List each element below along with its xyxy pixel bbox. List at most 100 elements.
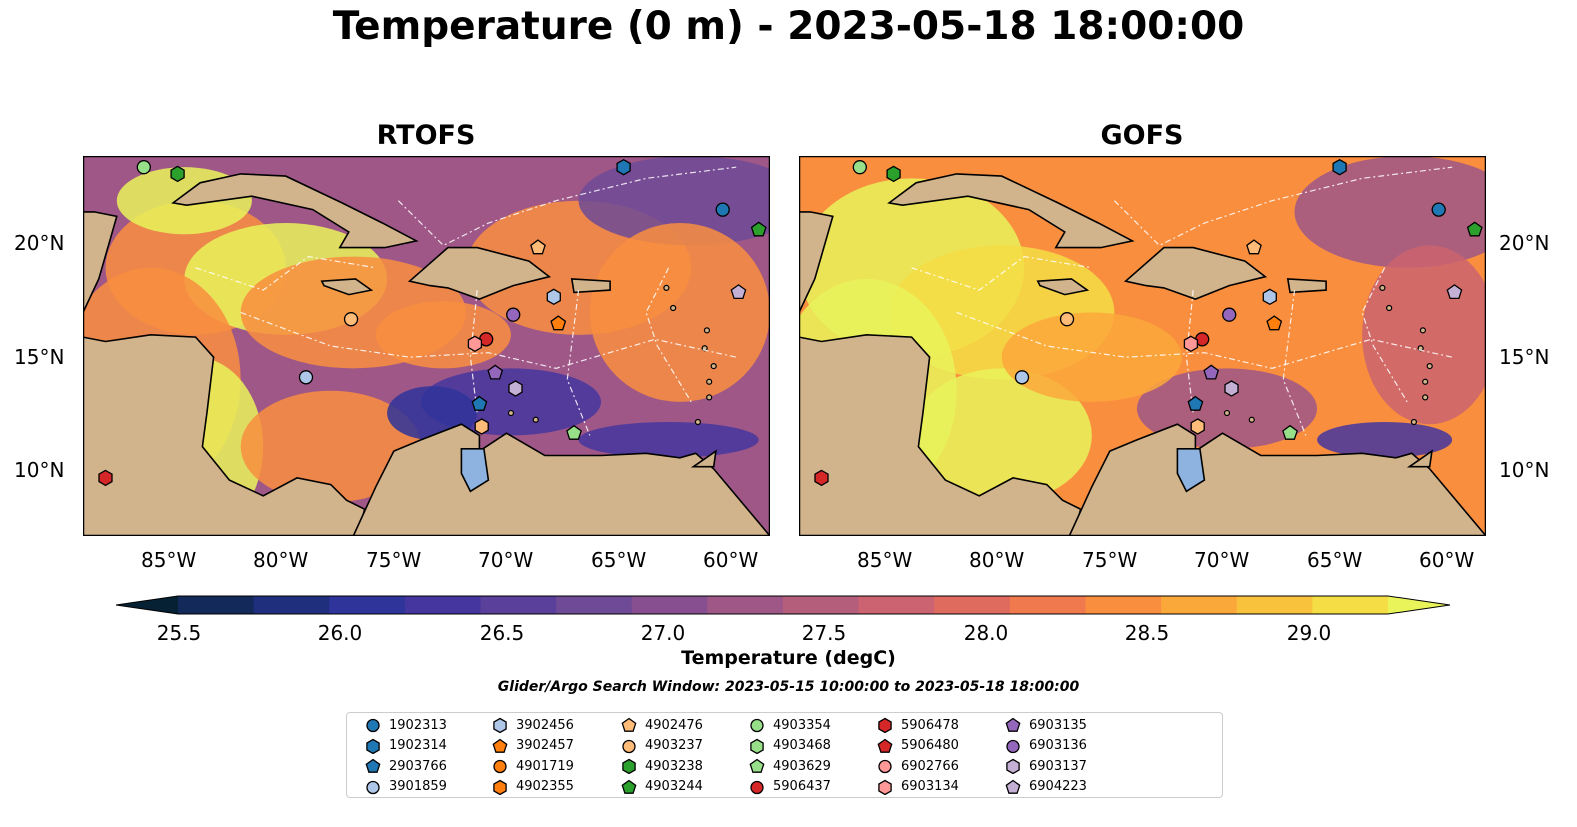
lake-maracaibo [460,447,490,493]
colorbar-segment [404,596,481,614]
small-island [694,418,702,426]
legend-marker-icon [493,717,507,733]
lon-label-gofs-60: 60°W [1419,548,1475,572]
lon-label-rtofs-80: 80°W [253,548,309,572]
legend-marker-icon [621,779,637,794]
float-marker-gofs-10 [1266,315,1283,331]
legend-marker-icon [493,779,507,795]
legend-entry-4902355: 4902355 [492,778,574,796]
float-marker-rtofs-14 [487,364,504,380]
lon-label-rtofs-70: 70°W [478,548,534,572]
lon-label-gofs-70: 70°W [1194,548,1250,572]
temperature-patch [1317,422,1453,458]
colorbar-outline [116,595,1451,615]
legend-marker-4903468 [750,738,764,754]
legend-marker-icon [366,718,380,733]
small-island [703,327,711,334]
map-frame [83,156,770,536]
float-marker-rtofs-7 [546,288,561,306]
float-marker-gofs-15 [1224,380,1239,397]
map-frame [799,156,1486,536]
legend-label: 4903244 [645,779,703,794]
hispaniola-land [1123,246,1268,300]
legend-marker-4903354 [750,718,764,733]
colorbar-extend-high [1388,596,1450,614]
legend-marker-1902314 [366,738,380,754]
float-marker-gofs-14 [1203,364,1220,380]
float-marker-gofs-19 [814,469,829,487]
legend-entry-6903137: 6903137 [1005,757,1087,775]
legend-entry-1902314: 1902314 [365,737,447,755]
jamaica-land [1036,278,1090,296]
small-island [1426,363,1433,370]
legend-entry-4903354: 4903354 [749,716,831,734]
colorbar-segment [1312,596,1389,614]
float-legend: 1902313 1902314 2903766 3901859 3902456 39024… [346,712,1223,798]
legend-marker-6904223 [1005,779,1021,794]
small-island [706,378,713,385]
temperature-patch [578,422,759,458]
legend-entry-5906478: 5906478 [877,716,959,734]
colorbar-tick-25-5: 25.5 [156,621,202,645]
legend-label: 4901719 [516,758,574,774]
legend-label: 4903354 [773,717,831,733]
legend-marker-4903244 [621,779,637,794]
legend-label: 4902355 [516,779,574,794]
cuba-land [887,173,1135,249]
float-marker-rtofs-9 [506,307,521,322]
panel-title-gofs: GOFS [1100,120,1184,151]
colorbar-tick-28-0: 28.0 [963,621,1009,645]
temperature-patch [240,390,421,503]
float-marker-rtofs-16 [471,395,488,411]
boundary-line [566,290,591,436]
small-island [1422,378,1429,385]
colorbar-tick-28-5: 28.5 [1124,621,1170,645]
small-island [663,284,670,291]
legend-marker-icon [878,717,892,733]
legend-marker-6903137 [1006,758,1020,774]
boundary-line [397,166,737,247]
trinidad-land [1406,449,1433,468]
legend-entry-6902766: 6902766 [877,757,959,775]
legend-marker-4902355 [493,779,507,795]
small-island [1422,394,1429,401]
colorbar-tick-26-5: 26.5 [479,621,525,645]
colorbar-tick-27-5: 27.5 [801,621,847,645]
colorbar-label: Temperature (degC) [681,647,896,669]
temperature-patch [375,301,511,369]
lat-label-right-10: 10°N [1499,458,1550,482]
float-marker-rtofs-4 [750,221,767,237]
map-panel-gofs [799,156,1486,536]
boundary-line [1282,290,1307,436]
legend-entry-4903238: 4903238 [621,757,703,775]
colorbar-segment [1236,596,1313,614]
legend-label: 5906437 [773,779,831,794]
legend-label: 6903137 [1029,758,1087,774]
legend-entry-6904223: 6904223 [1005,778,1087,796]
float-marker-gofs-7 [1262,288,1277,306]
legend-marker-4903629 [749,758,765,773]
jamaica-land [320,278,374,296]
map-panel-rtofs [83,156,770,536]
legend-marker-icon [365,758,381,773]
float-marker-rtofs-1 [170,165,185,183]
puerto-rico-land [1286,278,1327,294]
legend-marker-4903237 [622,739,636,753]
colorbar-tick-29-0: 29.0 [1286,621,1332,645]
legend-marker-icon [1005,717,1021,732]
float-marker-gofs-0 [852,160,867,175]
float-marker-rtofs-10 [550,315,567,331]
colorbar-tick-27-0: 27.0 [640,621,686,645]
colorbar-segment [253,596,330,614]
colorbar-segment [329,596,406,614]
legend-label: 4903468 [773,738,831,753]
colorbar-segment [1085,596,1162,614]
boundary-line [240,311,737,369]
legend-label: 3902456 [516,717,574,733]
colorbar [116,595,1451,615]
legend-marker-icon [1005,779,1021,794]
colorbar-segment [707,596,784,614]
legend-entry-3902457: 3902457 [492,737,574,755]
legend-marker-5906478 [878,717,892,733]
float-marker-gofs-16 [1187,395,1204,411]
